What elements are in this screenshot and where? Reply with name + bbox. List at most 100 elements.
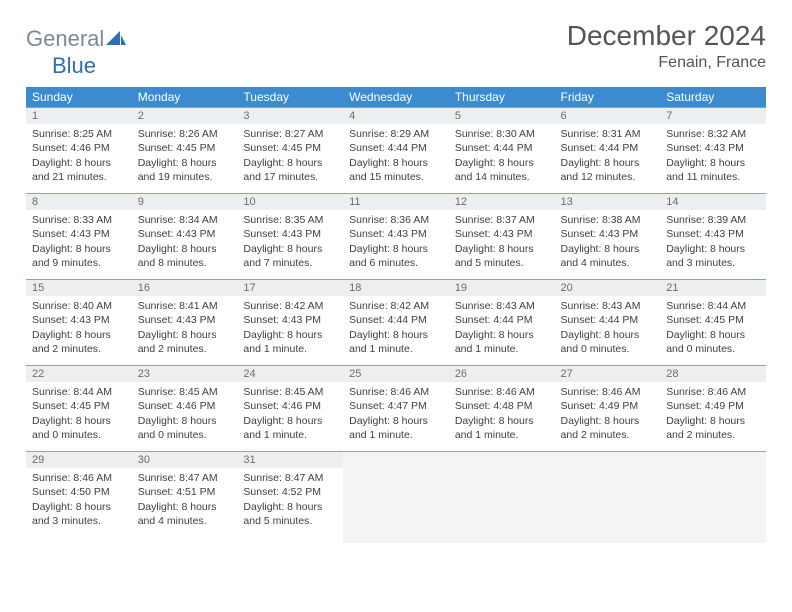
daylight-line: Daylight: 8 hours [243,328,337,342]
daylight-line: Daylight: 8 hours [455,156,549,170]
daylight-line: Daylight: 8 hours [561,414,655,428]
day-number: 29 [26,452,132,468]
day-body: Sunrise: 8:47 AMSunset: 4:52 PMDaylight:… [237,468,343,537]
daylight-line: Daylight: 8 hours [138,328,232,342]
daylight-line: and 4 minutes. [138,514,232,528]
calendar-day-cell: 28Sunrise: 8:46 AMSunset: 4:49 PMDayligh… [660,366,766,452]
calendar-day-cell: 27Sunrise: 8:46 AMSunset: 4:49 PMDayligh… [555,366,661,452]
day-number: 25 [343,366,449,382]
day-body: Sunrise: 8:36 AMSunset: 4:43 PMDaylight:… [343,210,449,279]
day-body [449,474,555,543]
sunrise-line: Sunrise: 8:38 AM [561,213,655,227]
day-number [660,452,766,474]
sunset-line: Sunset: 4:45 PM [666,313,760,327]
day-body: Sunrise: 8:32 AMSunset: 4:43 PMDaylight:… [660,124,766,193]
daylight-line: and 3 minutes. [666,256,760,270]
sunrise-line: Sunrise: 8:27 AM [243,127,337,141]
sunrise-line: Sunrise: 8:41 AM [138,299,232,313]
day-body: Sunrise: 8:47 AMSunset: 4:51 PMDaylight:… [132,468,238,537]
sunset-line: Sunset: 4:43 PM [666,227,760,241]
daylight-line: Daylight: 8 hours [243,414,337,428]
daylight-line: Daylight: 8 hours [455,328,549,342]
day-number: 30 [132,452,238,468]
daylight-line: and 21 minutes. [32,170,126,184]
day-body [343,474,449,543]
day-body: Sunrise: 8:27 AMSunset: 4:45 PMDaylight:… [237,124,343,193]
day-body: Sunrise: 8:46 AMSunset: 4:49 PMDaylight:… [555,382,661,451]
day-header: Wednesday [343,87,449,108]
logo-text: General Blue [26,26,126,79]
calendar-day-cell: 25Sunrise: 8:46 AMSunset: 4:47 PMDayligh… [343,366,449,452]
day-number: 16 [132,280,238,296]
calendar-day-cell: 14Sunrise: 8:39 AMSunset: 4:43 PMDayligh… [660,194,766,280]
day-number: 1 [26,108,132,124]
sunrise-line: Sunrise: 8:33 AM [32,213,126,227]
day-body: Sunrise: 8:45 AMSunset: 4:46 PMDaylight:… [237,382,343,451]
day-number: 13 [555,194,661,210]
day-body: Sunrise: 8:26 AMSunset: 4:45 PMDaylight:… [132,124,238,193]
sunset-line: Sunset: 4:43 PM [32,227,126,241]
sunset-line: Sunset: 4:44 PM [455,313,549,327]
logo-general: General [26,26,104,51]
day-body: Sunrise: 8:35 AMSunset: 4:43 PMDaylight:… [237,210,343,279]
daylight-line: Daylight: 8 hours [666,328,760,342]
day-header: Saturday [660,87,766,108]
day-number: 17 [237,280,343,296]
sunrise-line: Sunrise: 8:45 AM [243,385,337,399]
daylight-line: and 5 minutes. [243,514,337,528]
daylight-line: Daylight: 8 hours [138,500,232,514]
sunrise-line: Sunrise: 8:46 AM [455,385,549,399]
day-number: 4 [343,108,449,124]
daylight-line: Daylight: 8 hours [243,156,337,170]
calendar-day-cell: 1Sunrise: 8:25 AMSunset: 4:46 PMDaylight… [26,108,132,194]
calendar-day-cell: 23Sunrise: 8:45 AMSunset: 4:46 PMDayligh… [132,366,238,452]
calendar-day-cell: 17Sunrise: 8:42 AMSunset: 4:43 PMDayligh… [237,280,343,366]
day-number: 24 [237,366,343,382]
sunrise-line: Sunrise: 8:46 AM [32,471,126,485]
daylight-line: and 5 minutes. [455,256,549,270]
sunset-line: Sunset: 4:49 PM [666,399,760,413]
day-number: 26 [449,366,555,382]
sunrise-line: Sunrise: 8:44 AM [32,385,126,399]
day-number: 23 [132,366,238,382]
sunrise-line: Sunrise: 8:42 AM [243,299,337,313]
day-body: Sunrise: 8:42 AMSunset: 4:43 PMDaylight:… [237,296,343,365]
sunset-line: Sunset: 4:51 PM [138,485,232,499]
daylight-line: and 7 minutes. [243,256,337,270]
sunrise-line: Sunrise: 8:31 AM [561,127,655,141]
daylight-line: Daylight: 8 hours [32,328,126,342]
sunrise-line: Sunrise: 8:25 AM [32,127,126,141]
daylight-line: Daylight: 8 hours [32,156,126,170]
daylight-line: Daylight: 8 hours [349,156,443,170]
daylight-line: Daylight: 8 hours [561,328,655,342]
sunset-line: Sunset: 4:43 PM [138,313,232,327]
daylight-line: and 12 minutes. [561,170,655,184]
sunrise-line: Sunrise: 8:42 AM [349,299,443,313]
sunset-line: Sunset: 4:44 PM [561,313,655,327]
sunrise-line: Sunrise: 8:30 AM [455,127,549,141]
calendar-week: 15Sunrise: 8:40 AMSunset: 4:43 PMDayligh… [26,280,766,366]
daylight-line: Daylight: 8 hours [666,156,760,170]
sunset-line: Sunset: 4:45 PM [138,141,232,155]
daylight-line: and 15 minutes. [349,170,443,184]
logo-blue: Blue [52,53,96,78]
sunrise-line: Sunrise: 8:32 AM [666,127,760,141]
daylight-line: and 19 minutes. [138,170,232,184]
daylight-line: and 11 minutes. [666,170,760,184]
day-body: Sunrise: 8:37 AMSunset: 4:43 PMDaylight:… [449,210,555,279]
calendar-table: SundayMondayTuesdayWednesdayThursdayFrid… [26,87,766,543]
location: Fenain, France [567,54,766,72]
daylight-line: and 14 minutes. [455,170,549,184]
sunset-line: Sunset: 4:45 PM [32,399,126,413]
daylight-line: and 0 minutes. [138,428,232,442]
day-number: 20 [555,280,661,296]
daylight-line: and 4 minutes. [561,256,655,270]
header: General Blue December 2024 Fenain, Franc… [26,20,766,79]
sunrise-line: Sunrise: 8:46 AM [666,385,760,399]
sunrise-line: Sunrise: 8:44 AM [666,299,760,313]
day-number: 28 [660,366,766,382]
sunrise-line: Sunrise: 8:40 AM [32,299,126,313]
sunrise-line: Sunrise: 8:47 AM [138,471,232,485]
daylight-line: Daylight: 8 hours [666,242,760,256]
daylight-line: Daylight: 8 hours [243,242,337,256]
